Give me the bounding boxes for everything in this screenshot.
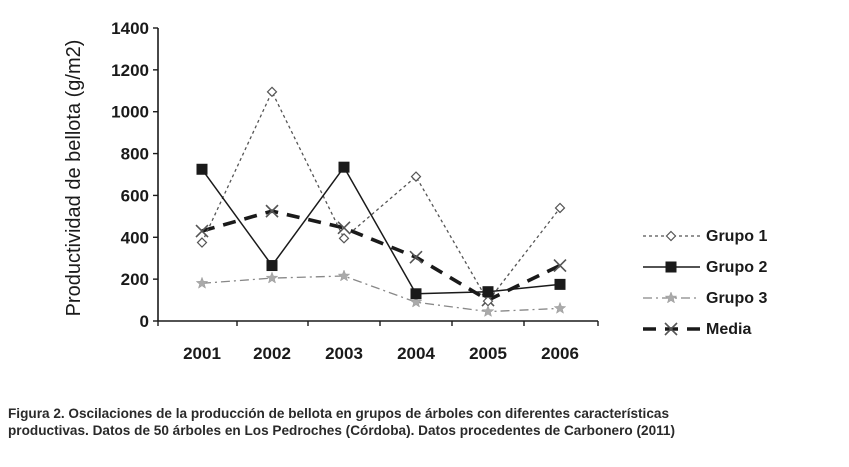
series-line xyxy=(201,91,561,302)
data-point xyxy=(553,258,567,273)
series-line xyxy=(201,166,561,295)
x-tick-label: 2004 xyxy=(397,344,435,363)
data-point xyxy=(338,161,350,173)
y-tick-label: 1400 xyxy=(111,19,149,38)
data-point xyxy=(554,278,566,290)
y-tick-label: 200 xyxy=(121,270,149,289)
data-point xyxy=(196,163,208,175)
y-tick-label: 0 xyxy=(140,312,149,331)
data-point xyxy=(266,86,278,98)
y-tick-label: 400 xyxy=(121,228,149,247)
x-tick-label: 2003 xyxy=(325,344,363,363)
data-point xyxy=(196,237,208,248)
data-point xyxy=(554,202,566,214)
series-media xyxy=(195,204,567,307)
data-point xyxy=(482,295,494,307)
x-ticks: 2001 2002 2003 2004 2005 2006 xyxy=(157,321,599,363)
y-ticks: 0 200 400 600 800 1000 1200 1400 xyxy=(111,19,158,331)
series-grupo-3 xyxy=(195,269,567,317)
y-axis-label: Productividad de bellota (g/m2) xyxy=(63,40,85,317)
legend-entry: Grupo 1 xyxy=(643,228,767,245)
data-point xyxy=(265,271,279,284)
series-group xyxy=(195,86,567,317)
figure-caption: Figura 2. Oscilaciones de la producción … xyxy=(8,405,843,439)
data-point xyxy=(266,260,278,272)
data-point xyxy=(410,288,422,300)
y-tick-label: 600 xyxy=(121,186,149,205)
x-tick-label: 2005 xyxy=(469,344,507,363)
legend-entry: Grupo 2 xyxy=(643,259,767,276)
data-point xyxy=(664,291,678,304)
data-point xyxy=(195,276,209,289)
caption-line-2: productivas. Datos de 50 árboles en Los … xyxy=(8,423,676,438)
legend: Grupo 1 Grupo 2 Grupo 3 Media xyxy=(643,228,767,338)
legend-entry: Media xyxy=(643,321,751,338)
legend-label: Grupo 2 xyxy=(706,259,767,276)
legend-label: Media xyxy=(706,321,751,338)
legend-label: Grupo 1 xyxy=(706,228,767,245)
data-point xyxy=(482,286,494,298)
caption-line-1: Figura 2. Oscilaciones de la producción … xyxy=(8,406,670,421)
series-grupo-1 xyxy=(196,86,566,307)
series-line xyxy=(201,275,561,313)
y-tick-label: 1000 xyxy=(111,103,149,122)
y-tick-label: 800 xyxy=(121,145,149,164)
legend-entry: Grupo 3 xyxy=(643,290,767,307)
data-point xyxy=(409,250,423,264)
line-chart: Productividad de bellota (g/m2) 0 200 400 6… xyxy=(63,19,767,363)
data-point xyxy=(337,221,351,235)
data-point xyxy=(265,204,279,218)
data-point xyxy=(553,301,567,314)
data-point xyxy=(410,171,422,182)
data-point xyxy=(481,304,495,317)
series-grupo-2 xyxy=(196,161,566,300)
legend-label: Grupo 3 xyxy=(706,290,767,307)
x-tick-label: 2006 xyxy=(541,344,579,363)
data-point xyxy=(337,269,351,282)
series-line xyxy=(201,209,561,302)
data-point xyxy=(664,322,678,336)
x-tick-label: 2002 xyxy=(253,344,291,363)
data-point xyxy=(665,230,677,242)
data-point xyxy=(338,232,350,244)
data-point xyxy=(665,261,677,273)
y-tick-label: 1200 xyxy=(111,61,149,80)
x-tick-label: 2001 xyxy=(183,344,221,363)
data-point xyxy=(409,295,423,308)
